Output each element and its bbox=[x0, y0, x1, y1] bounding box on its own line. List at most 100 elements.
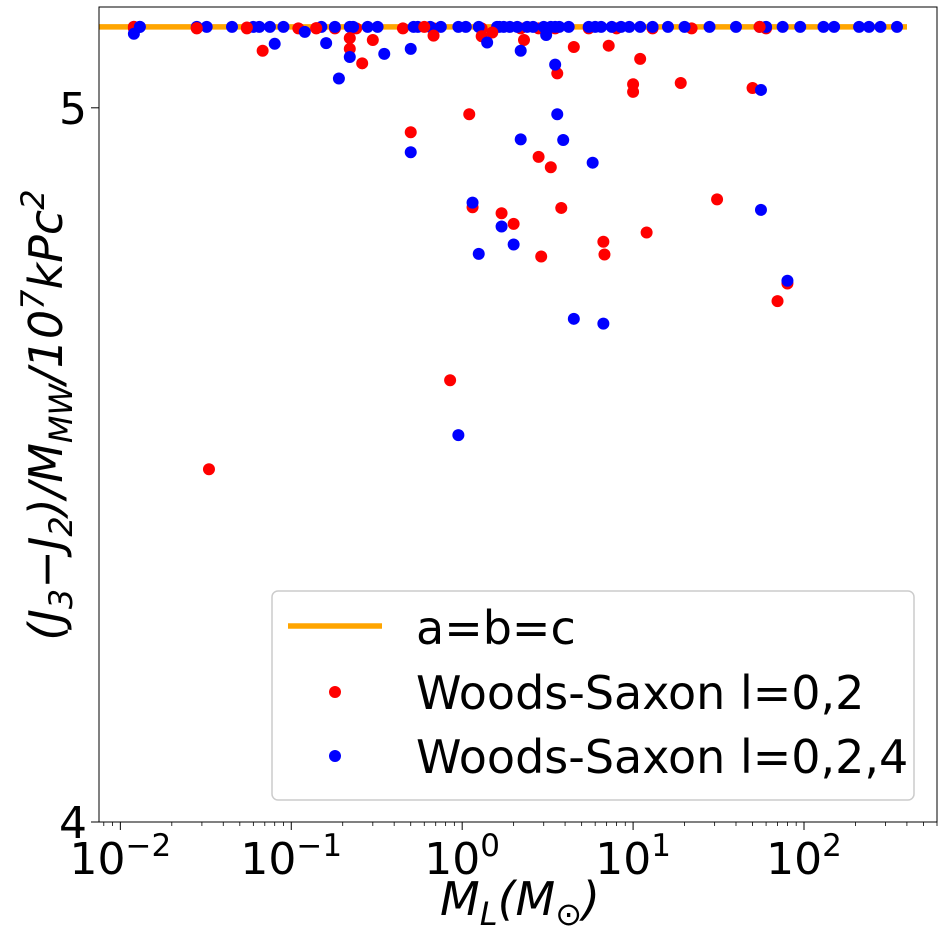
red-point bbox=[627, 85, 640, 98]
blue-point bbox=[557, 133, 570, 146]
blue-point bbox=[404, 42, 417, 55]
blue-point bbox=[623, 20, 636, 33]
red-point bbox=[495, 207, 508, 220]
blue-point bbox=[378, 47, 391, 60]
red-point bbox=[598, 248, 611, 261]
y-tick-label: 4 bbox=[59, 798, 87, 849]
red-point bbox=[567, 40, 580, 53]
blue-point bbox=[320, 37, 333, 50]
blue-point bbox=[754, 83, 767, 96]
blue-point bbox=[472, 247, 485, 260]
blue-point bbox=[781, 274, 794, 287]
blue-point bbox=[553, 20, 566, 33]
axis-ticks: 10−2 10−1 100 101 102 4 5 bbox=[59, 84, 938, 885]
blue-point bbox=[511, 20, 524, 33]
blue-point bbox=[253, 20, 266, 33]
red-point bbox=[597, 235, 610, 248]
blue-point bbox=[472, 20, 485, 33]
legend-label-woods-saxon-l024: Woods-Saxon l=0,2,4 bbox=[416, 730, 908, 784]
plot-frame bbox=[98, 6, 938, 823]
legend-red-marker bbox=[329, 686, 341, 698]
blue-point bbox=[434, 20, 447, 33]
red-point bbox=[418, 20, 431, 33]
x-tick-label: 100 bbox=[424, 828, 500, 885]
blue-point bbox=[225, 20, 238, 33]
blue-point bbox=[776, 20, 789, 33]
blue-point bbox=[605, 20, 618, 33]
blue-point bbox=[347, 20, 360, 33]
legend: a=b=c Woods-Saxon l=0,2 Woods-Saxon l=0,… bbox=[271, 590, 915, 801]
blue-point bbox=[862, 20, 875, 33]
blue-point bbox=[133, 20, 146, 33]
plot-area bbox=[99, 20, 907, 476]
blue-point bbox=[371, 20, 384, 33]
red-point bbox=[356, 57, 369, 70]
x-tick-label: 10−2 bbox=[70, 828, 172, 885]
red-point bbox=[396, 22, 409, 35]
blue-point bbox=[586, 156, 599, 169]
blue-point bbox=[754, 203, 767, 216]
red-point bbox=[753, 20, 766, 33]
blue-point bbox=[729, 20, 742, 33]
blue-point bbox=[595, 20, 608, 33]
legend-label-a-b-c: a=b=c bbox=[416, 601, 576, 655]
blue-point bbox=[597, 317, 610, 330]
blue-point bbox=[466, 196, 479, 209]
blue-point bbox=[507, 238, 520, 251]
blue-point bbox=[874, 20, 887, 33]
blue-point bbox=[540, 29, 553, 42]
blue-point bbox=[551, 108, 564, 121]
red-point bbox=[240, 21, 253, 34]
blue-point bbox=[562, 20, 575, 33]
red-point bbox=[463, 108, 476, 121]
blue-point bbox=[328, 20, 341, 33]
blue-point bbox=[817, 20, 830, 33]
blue-point bbox=[404, 146, 417, 159]
blue-point bbox=[495, 220, 508, 233]
blue-point bbox=[361, 20, 374, 33]
red-point bbox=[427, 29, 440, 42]
red-point bbox=[535, 250, 548, 263]
red-point bbox=[544, 161, 557, 174]
red-point bbox=[711, 193, 724, 206]
red-point bbox=[486, 26, 499, 39]
x-tick-label: 102 bbox=[766, 828, 842, 885]
blue-point bbox=[890, 20, 903, 33]
red-point bbox=[256, 44, 269, 57]
blue-point bbox=[661, 20, 674, 33]
red-point bbox=[640, 226, 653, 239]
blue-point bbox=[615, 20, 628, 33]
red-point bbox=[202, 463, 215, 476]
blue-point bbox=[549, 58, 562, 71]
y-tick-label: 5 bbox=[59, 84, 87, 135]
legend-box bbox=[271, 590, 915, 801]
red-point bbox=[310, 22, 323, 35]
x-tick-label: 101 bbox=[595, 828, 671, 885]
red-point bbox=[366, 34, 379, 47]
blue-point bbox=[853, 20, 866, 33]
blue-point bbox=[514, 44, 527, 57]
blue-point bbox=[527, 20, 540, 33]
blue-point bbox=[277, 20, 290, 33]
blue-point bbox=[263, 20, 276, 33]
red-point bbox=[602, 39, 615, 52]
red-point bbox=[518, 34, 531, 47]
red-point bbox=[507, 217, 520, 230]
x-tick-label: 10−1 bbox=[240, 828, 342, 885]
red-point bbox=[771, 295, 784, 308]
blue-point bbox=[459, 20, 472, 33]
blue-point bbox=[514, 133, 527, 146]
blue-point bbox=[794, 20, 807, 33]
blue-point bbox=[678, 20, 691, 33]
blue-point bbox=[828, 20, 841, 33]
blue-point bbox=[200, 20, 213, 33]
red-point bbox=[190, 22, 203, 35]
red-point bbox=[634, 52, 647, 65]
blue-point bbox=[268, 37, 281, 50]
blue-point bbox=[481, 36, 494, 49]
blue-point bbox=[634, 20, 647, 33]
x-axis-title: ML(M⊙) bbox=[440, 872, 600, 930]
legend-blue-marker bbox=[329, 750, 341, 762]
blue-point bbox=[332, 72, 345, 85]
